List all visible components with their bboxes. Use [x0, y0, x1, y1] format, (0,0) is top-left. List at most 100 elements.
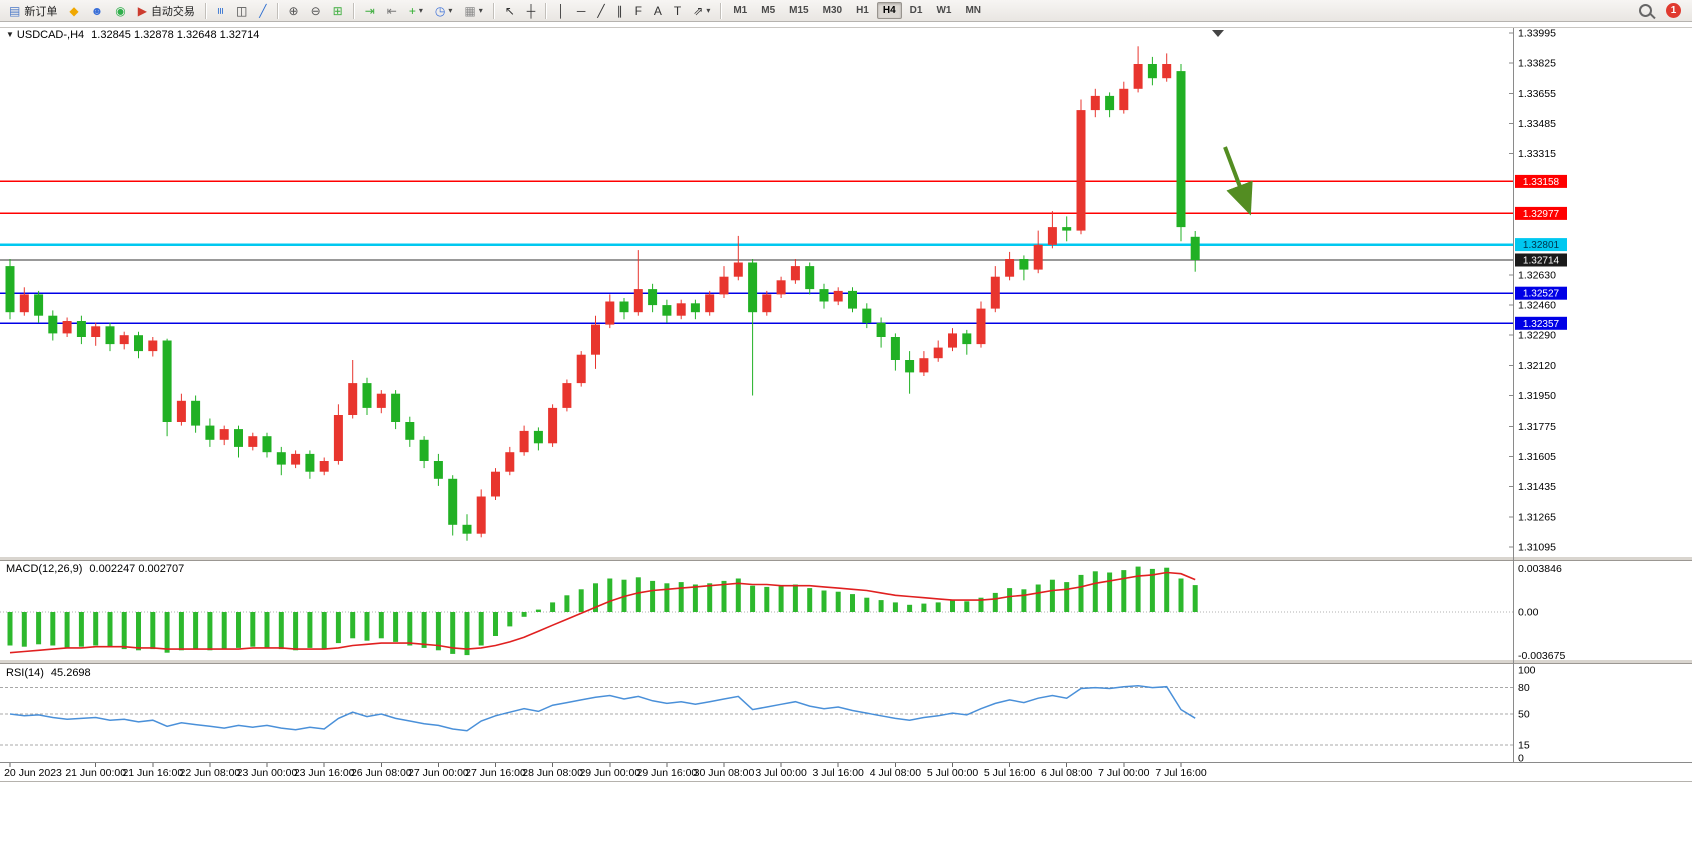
trendline-button[interactable]: ╱ — [592, 1, 609, 21]
svg-text:5 Jul 00:00: 5 Jul 00:00 — [927, 767, 979, 779]
svg-text:1.32460: 1.32460 — [1518, 300, 1556, 312]
svg-text:-0.003675: -0.003675 — [1518, 650, 1565, 662]
svg-text:15: 15 — [1518, 739, 1530, 751]
market-button[interactable]: ☻ — [86, 1, 109, 21]
toolbar-right: 1 — [1633, 1, 1689, 21]
svg-text:3 Jul 00:00: 3 Jul 00:00 — [755, 767, 807, 779]
svg-text:3 Jul 16:00: 3 Jul 16:00 — [813, 767, 865, 779]
cursor-button[interactable]: ↖ — [500, 1, 520, 21]
fibonacci-button[interactable]: F — [630, 1, 647, 21]
templates-button[interactable]: ▦ ▾ — [459, 1, 487, 21]
price-chart-canvas[interactable]: 1.33995 1.33825 1.33655 1.33485 1.33315 1.326… — [0, 22, 1692, 847]
timeframe-m15-button[interactable]: M15 — [789, 5, 809, 16]
chart-title: ▼ USDCAD-,H4 1.32845 1.32878 1.32648 1.327… — [6, 29, 259, 41]
symbol-period-label: USDCAD-,H4 — [16, 29, 85, 41]
timeframe-mn-button[interactable]: MN — [965, 5, 982, 16]
timeframe-w1-button[interactable]: W1 — [936, 5, 952, 16]
svg-text:1.33485: 1.33485 — [1518, 118, 1556, 130]
zoom-in-button[interactable]: ⊕ — [284, 1, 304, 21]
text-label-button[interactable]: T — [669, 1, 686, 21]
zoom-out-icon: ⊖ — [310, 3, 321, 18]
chevron-down-icon[interactable]: ▾ — [448, 6, 453, 15]
timeframe-h1-button[interactable]: H1 — [856, 5, 869, 16]
price-badge — [1515, 253, 1567, 267]
clock-icon: ◷ — [434, 3, 446, 18]
macd-values: 0.002247 0.002707 — [89, 563, 185, 575]
svg-text:1.33825: 1.33825 — [1518, 58, 1556, 70]
new-order-label: 新订单 — [24, 5, 58, 18]
toolbar-separator — [720, 2, 723, 19]
timeframe-m1-button[interactable]: M1 — [733, 5, 748, 16]
svg-text:1.31095: 1.31095 — [1518, 542, 1556, 554]
text-button[interactable]: A — [649, 1, 667, 21]
crosshair-button[interactable]: ┼ — [522, 1, 541, 21]
chevron-down-icon[interactable]: ▾ — [418, 6, 423, 15]
svg-text:1.32120: 1.32120 — [1518, 360, 1556, 372]
svg-text:27 Jun 16:00: 27 Jun 16:00 — [465, 767, 526, 779]
timeframe-h4-button[interactable]: H4 — [876, 2, 902, 19]
metaeditor-icon: ◆ — [69, 3, 79, 18]
indicators-button[interactable]: + ▾ — [404, 1, 428, 21]
fibonacci-icon: F — [634, 3, 642, 18]
svg-text:7 Jul 00:00: 7 Jul 00:00 — [1098, 767, 1150, 779]
user-icon: ☻ — [90, 3, 104, 18]
svg-text:21 Jun 16:00: 21 Jun 16:00 — [122, 767, 183, 779]
svg-text:80: 80 — [1518, 682, 1530, 694]
candlestick-chart-button[interactable]: ◫ — [231, 1, 252, 21]
chart-window: 1.33995 1.33825 1.33655 1.33485 1.33315 1.326… — [0, 22, 1692, 847]
zoom-out-button[interactable]: ⊖ — [306, 1, 326, 21]
new-order-button[interactable]: ▤ 新订单 — [4, 1, 62, 21]
macd-name: MACD(12,26,9) — [6, 563, 83, 575]
search-button[interactable] — [1634, 1, 1657, 21]
annotation-arrow[interactable] — [1223, 146, 1253, 216]
tile-windows-button[interactable]: ⊞ — [328, 1, 348, 21]
price-badge — [1515, 174, 1567, 188]
svg-text:29 Jun 00:00: 29 Jun 00:00 — [579, 767, 640, 779]
svg-text:6 Jul 08:00: 6 Jul 08:00 — [1041, 767, 1093, 779]
svg-text:30 Jun 08:00: 30 Jun 08:00 — [694, 767, 755, 779]
search-icon — [1639, 4, 1652, 17]
svg-text:1.32357: 1.32357 — [1523, 319, 1560, 330]
svg-text:5 Jul 16:00: 5 Jul 16:00 — [984, 767, 1036, 779]
line-chart-button[interactable]: ╱ — [254, 1, 271, 21]
toolbar-separator — [545, 2, 548, 19]
metaeditor-button[interactable]: ◆ — [64, 1, 83, 21]
svg-text:0.00: 0.00 — [1518, 607, 1539, 619]
auto-trading-label: 自动交易 — [150, 5, 195, 18]
price-axis[interactable]: 1.33995 1.33825 1.33655 1.33485 1.33315 1.326… — [1509, 28, 1567, 554]
horizontal-line-button[interactable]: ─ — [572, 1, 591, 21]
svg-text:1.32714: 1.32714 — [1523, 256, 1560, 267]
chart-shift-button[interactable]: ⇤ — [382, 1, 402, 21]
timeframe-m5-button[interactable]: M5 — [761, 5, 776, 16]
bar-chart-button[interactable]: ≡ — [212, 1, 229, 21]
symbol-dropdown-icon[interactable]: ▼ — [6, 30, 14, 39]
rsi-indicator-label: RSI(14) 45.2698 — [6, 667, 91, 679]
chevron-down-icon[interactable]: ▾ — [478, 6, 483, 15]
arrows-icon: ⇗ — [693, 3, 704, 18]
arrows-tool-button[interactable]: ⇗ ▾ — [688, 1, 715, 21]
svg-text:1.33995: 1.33995 — [1518, 28, 1556, 40]
chart-shift-marker[interactable] — [1212, 30, 1224, 37]
crosshair-icon: ┼ — [526, 3, 536, 18]
chevron-down-icon[interactable]: ▾ — [706, 6, 711, 15]
auto-trading-button[interactable]: ▶ 自动交易 — [133, 1, 200, 21]
svg-text:29 Jun 16:00: 29 Jun 16:00 — [637, 767, 698, 779]
timeframe-m30-button[interactable]: M30 — [822, 5, 843, 16]
toolbar-separator — [492, 2, 495, 19]
equidistant-channel-button[interactable]: ∥ — [612, 1, 628, 21]
vertical-line-button[interactable]: │ — [552, 1, 570, 21]
svg-text:100: 100 — [1518, 665, 1536, 677]
svg-text:50: 50 — [1518, 709, 1530, 721]
auto-scroll-icon: ⇥ — [364, 3, 375, 18]
svg-text:1.31605: 1.31605 — [1518, 451, 1556, 463]
notification-badge[interactable]: 1 — [1666, 3, 1681, 18]
svg-text:23 Jun 16:00: 23 Jun 16:00 — [294, 767, 355, 779]
rsi-pane: 100 80 50 15 0 — [0, 665, 1536, 765]
price-badge — [1515, 286, 1567, 300]
zoom-in-icon: ⊕ — [288, 3, 299, 18]
timeframe-d1-button[interactable]: D1 — [909, 5, 923, 16]
auto-scroll-button[interactable]: ⇥ — [360, 1, 380, 21]
periods-button[interactable]: ◷ ▾ — [430, 1, 458, 21]
community-button[interactable]: ◉ — [110, 1, 130, 21]
